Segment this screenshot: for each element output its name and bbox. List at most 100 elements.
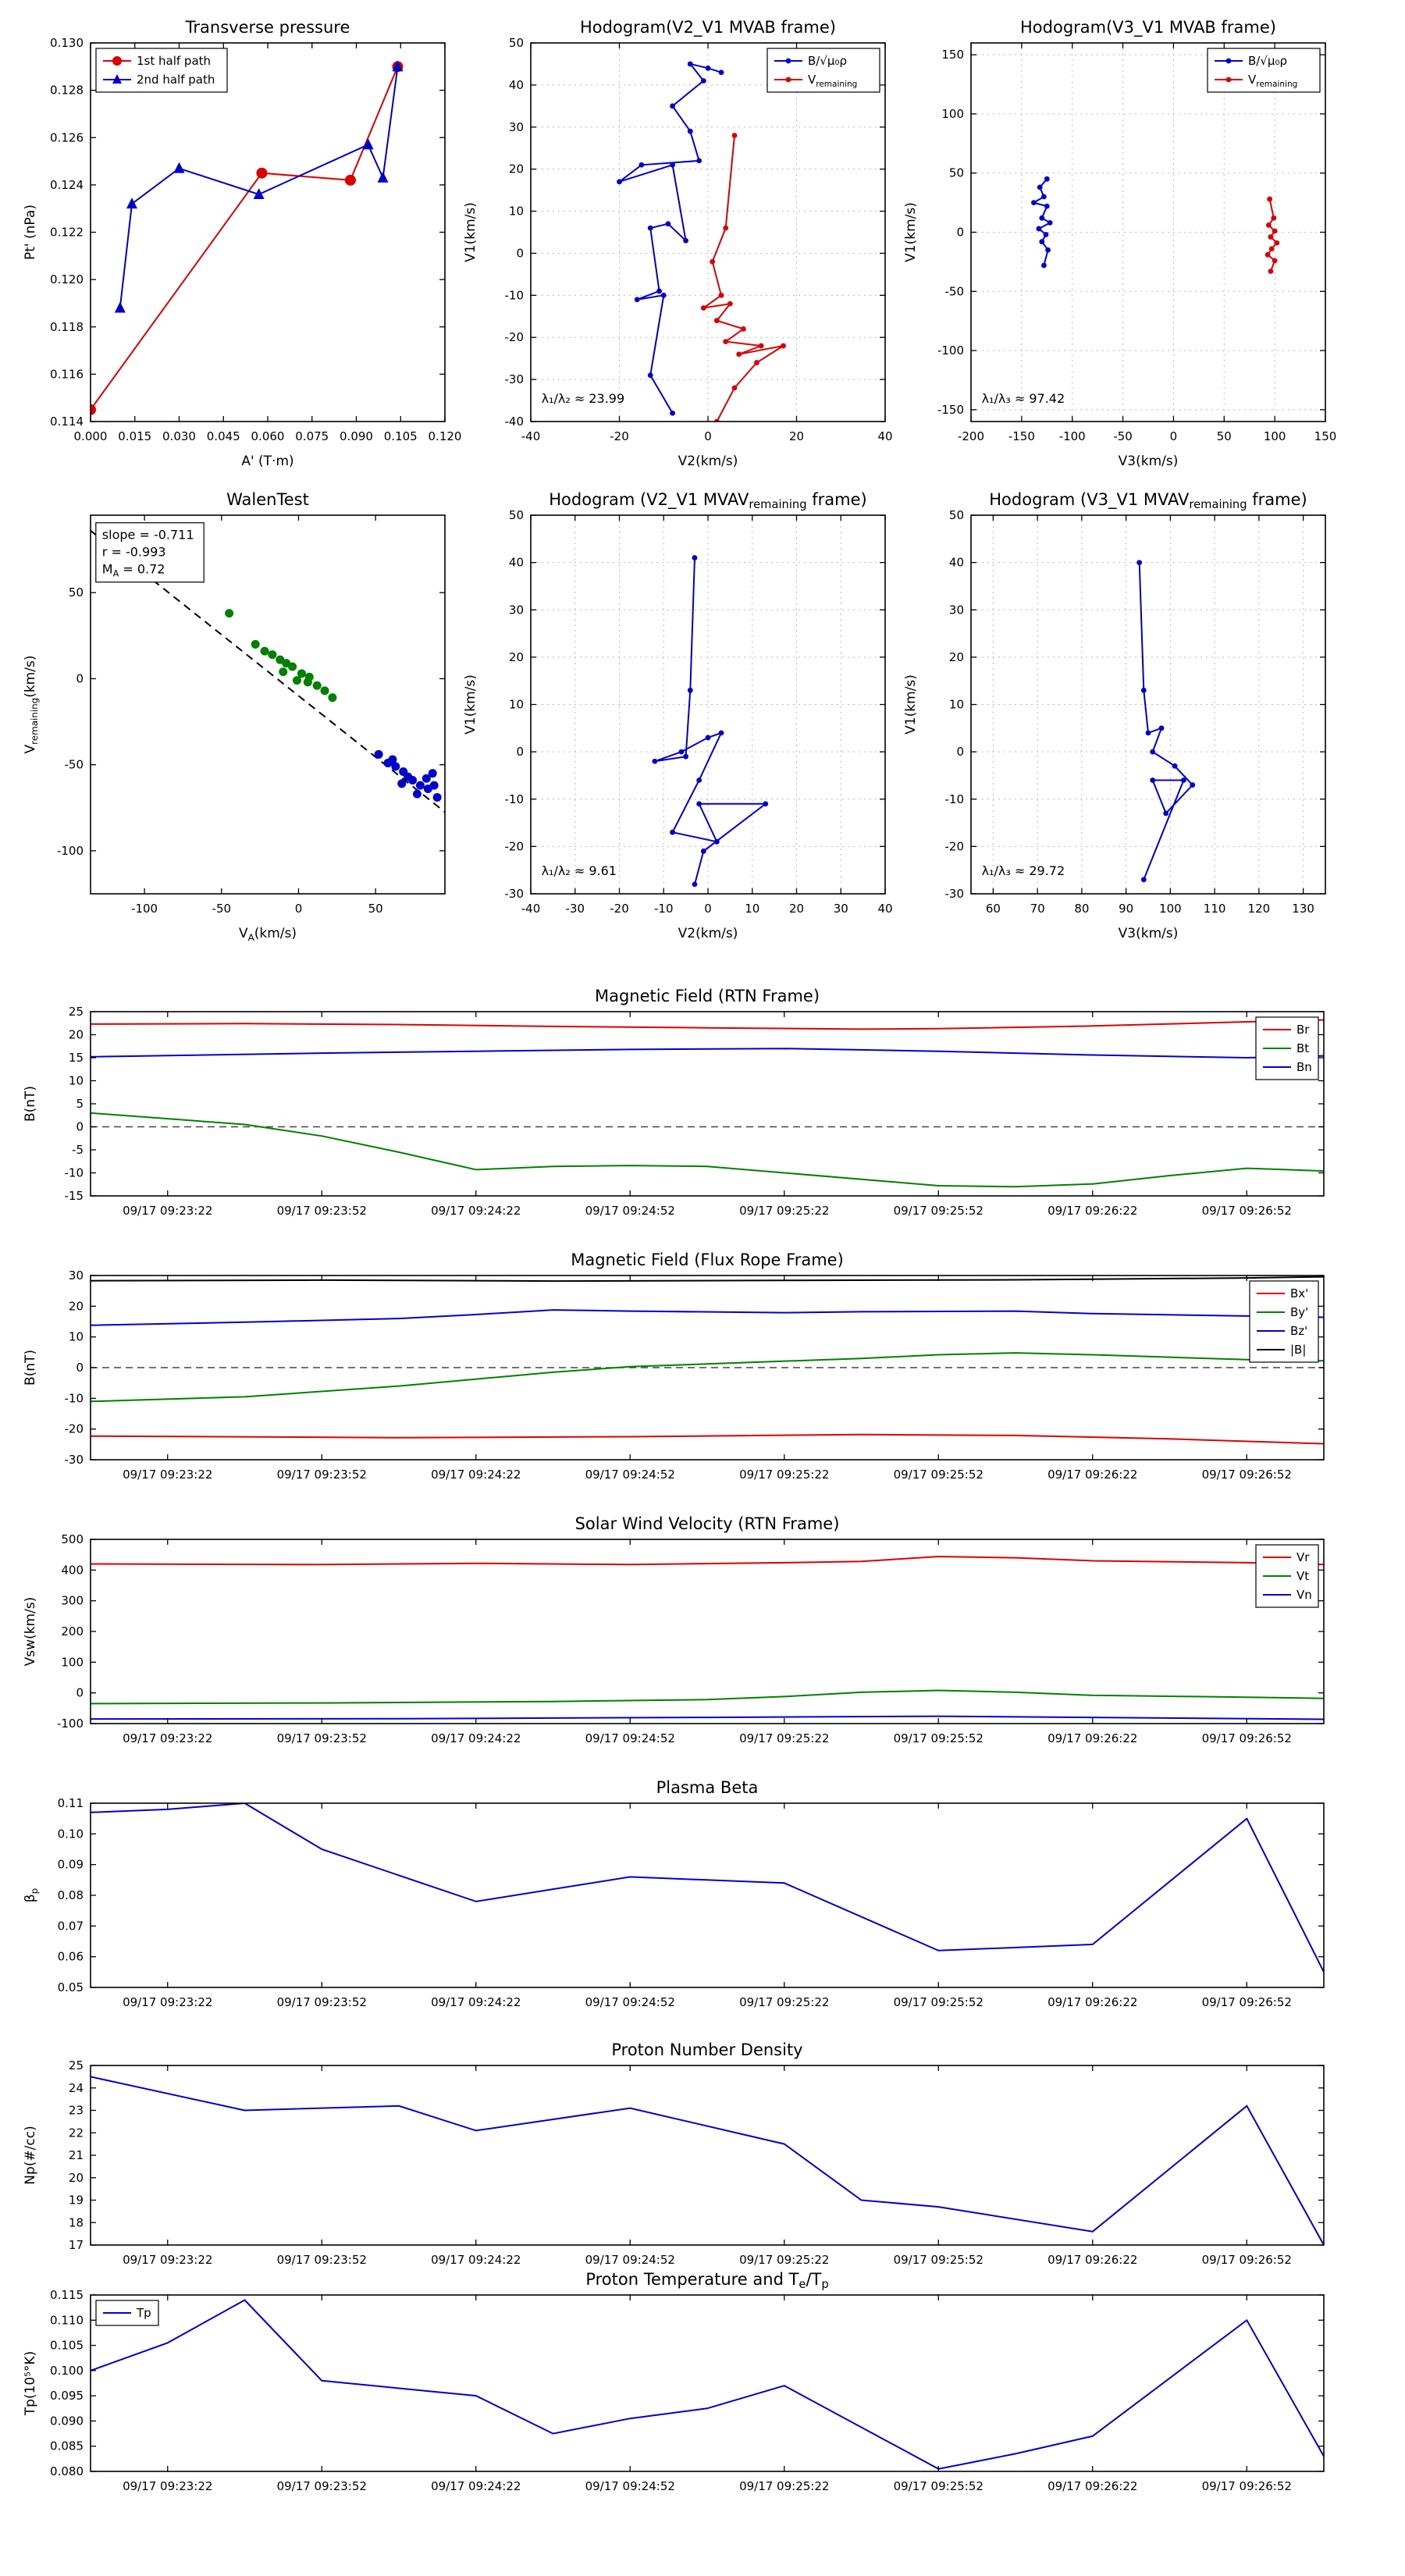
- marker-triangle: [114, 301, 126, 313]
- marker-dot: [670, 162, 675, 168]
- marker-dot: [670, 829, 675, 835]
- y-tick-label: 0: [76, 1120, 84, 1134]
- marker-dot: [678, 749, 685, 755]
- marker-dot: [763, 801, 769, 807]
- annotation: λ₁/λ₂ ≈ 23.99: [542, 391, 625, 406]
- y-axis-label: V1(km/s): [463, 674, 478, 735]
- marker-circle: [251, 639, 260, 649]
- x-tick-label: 09/17 09:23:52: [277, 1995, 367, 2009]
- x-axis-label: V3(km/s): [1119, 926, 1179, 941]
- legend: B/√μ₀ρ Vremaining: [1207, 48, 1321, 93]
- marker-dot: [1150, 777, 1156, 783]
- marker-dot: [713, 418, 720, 422]
- panel-walen-test: -100 -50 0 50 -100 -50 0 50 WalenTest VA(km/s) Vre…: [23, 490, 446, 943]
- y-tick-label: 0: [76, 1361, 84, 1375]
- y-tick-label: 0: [956, 745, 964, 759]
- marker-dot: [1037, 184, 1043, 190]
- marker-circle: [320, 686, 329, 696]
- x-tick-label: 09/17 09:23:22: [123, 2253, 212, 2267]
- x-tick-label: 09/17 09:24:52: [585, 1731, 675, 1745]
- y-tick-label: -30: [945, 887, 965, 901]
- x-tick-label: 09/17 09:25:52: [894, 1468, 984, 1482]
- marker-dot: [1272, 228, 1278, 234]
- legend-label: Vn: [1297, 1588, 1312, 1602]
- marker-dot: [647, 372, 653, 379]
- marker-dot: [731, 133, 738, 138]
- x-tick-label: 09/17 09:25:22: [739, 1468, 829, 1482]
- annotation-line: MA = 0.72: [102, 562, 165, 579]
- annotation-box: [95, 522, 205, 583]
- x-tick-label: 09/17 09:24:22: [431, 2253, 521, 2267]
- marker-triangle: [377, 171, 389, 183]
- y-tick-label: 0.128: [50, 84, 84, 98]
- x-tick-label: 09/17 09:23:22: [123, 2479, 212, 2493]
- y-tick-label: 25: [69, 2058, 84, 2073]
- y-axis-label: βp: [23, 1888, 40, 1902]
- y-tick-label: 0: [516, 745, 524, 759]
- marker-dot: [1040, 194, 1047, 200]
- legend-box: [1207, 48, 1321, 93]
- annotation: λ₁/λ₃ ≈ 97.42: [982, 391, 1065, 406]
- y-tick-label: 50: [69, 585, 84, 600]
- series-layer: [1136, 560, 1196, 883]
- x-tick-label: 30: [834, 902, 848, 916]
- x-tick-label: 09/17 09:24:52: [585, 2253, 675, 2267]
- y-tick-label: 0.114: [50, 415, 84, 429]
- y-tick-label: 0.090: [50, 2414, 84, 2428]
- x-tick-label: 09/17 09:26:22: [1048, 1468, 1137, 1482]
- x-tick-label: -20: [610, 902, 629, 916]
- y-tick-label: 0.110: [50, 2313, 84, 2327]
- marker-dot: [687, 687, 693, 693]
- marker-dot: [687, 61, 693, 67]
- annotation-line: slope = -0.711: [102, 528, 194, 543]
- y-axis-label: V1(km/s): [903, 674, 919, 735]
- y-tick-label: -20: [65, 1422, 84, 1436]
- series-vremaining: [702, 135, 784, 422]
- y-tick-label: 20: [949, 650, 964, 664]
- legend-label: By': [1290, 1305, 1308, 1319]
- marker-dot: [696, 801, 702, 807]
- panel-title: Plasma Beta: [656, 1778, 759, 1797]
- series-layer: [91, 530, 445, 813]
- legend: Vr Vt Vn: [1255, 1544, 1319, 1608]
- marker-dot: [1181, 777, 1186, 783]
- y-tick-label: 0.130: [50, 36, 84, 50]
- series-b: [618, 62, 722, 414]
- panel-proton-density: 09/17 09:23:22 09/17 09:23:52 09/17 09:24:…: [23, 2041, 1325, 2267]
- x-tick-label: 20: [789, 429, 804, 443]
- legend-label: Bt: [1297, 1041, 1309, 1055]
- marker-circle: [328, 693, 337, 703]
- series-layer: [1031, 176, 1280, 274]
- tick-marks: [530, 514, 886, 895]
- marker-circle: [260, 646, 269, 656]
- series-vt: [91, 1689, 1324, 1705]
- y-axis-label: B(nT): [23, 1350, 38, 1386]
- marker-circle: [374, 749, 383, 759]
- annotation: λ₁/λ₃ ≈ 29.72: [982, 863, 1065, 878]
- series-layer: [91, 1276, 1324, 1445]
- marker-dot: [1044, 203, 1050, 209]
- marker-dot: [1039, 239, 1045, 245]
- annotation: λ₁/λ₂ ≈ 9.61: [542, 863, 617, 878]
- x-tick-label: 0: [704, 902, 712, 916]
- x-tick-label: 09/17 09:23:52: [277, 1468, 367, 1482]
- x-tick-label: 40: [877, 429, 892, 443]
- marker-dot: [1163, 810, 1169, 817]
- marker-dot: [781, 343, 786, 349]
- y-tick-label: 0.085: [50, 2439, 84, 2453]
- marker-dot: [741, 326, 746, 332]
- marker-dot: [718, 69, 724, 76]
- panel-title: Magnetic Field (RTN Frame): [595, 987, 820, 1005]
- marker-dot: [1031, 200, 1037, 206]
- marker-circle: [312, 681, 322, 690]
- y-tick-label: 50: [509, 36, 524, 50]
- legend-label: Br: [1297, 1023, 1310, 1037]
- x-tick-label: 50: [368, 902, 383, 916]
- legend-box: [767, 48, 880, 93]
- x-tick-label: 70: [1030, 902, 1045, 916]
- x-tick-label: -100: [131, 902, 158, 916]
- series-vr: [91, 1555, 1324, 1566]
- x-tick-label: 0: [295, 902, 303, 916]
- grid-lines: [970, 43, 1326, 422]
